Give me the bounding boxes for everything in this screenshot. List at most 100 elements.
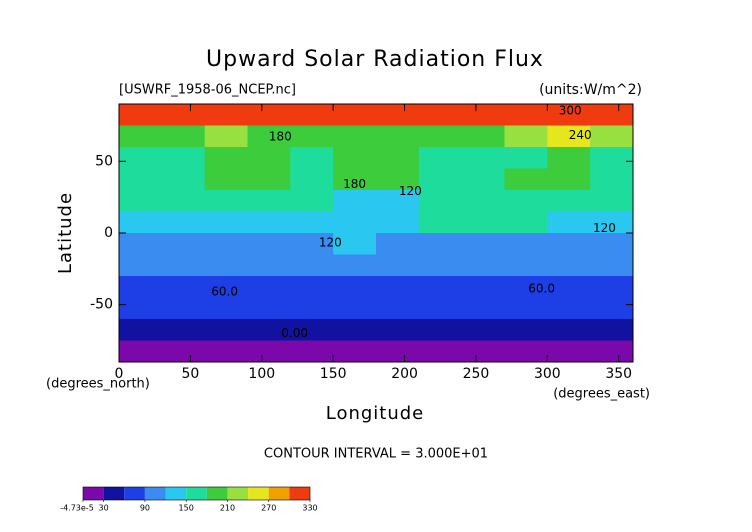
- contour-label: 180: [343, 177, 366, 191]
- y-tick-label: 0: [104, 225, 113, 241]
- field-cell: [376, 340, 420, 363]
- field-cell: [590, 147, 634, 169]
- field-cell: [590, 254, 634, 277]
- field-cell: [376, 125, 420, 148]
- colorbar-segment: [206, 487, 228, 500]
- field-cell: [461, 254, 505, 277]
- field-cell: [161, 168, 206, 191]
- field-cell: [161, 319, 206, 341]
- field-cell: [247, 104, 291, 126]
- field-cell: [376, 211, 420, 234]
- field-cell: [461, 233, 505, 255]
- field-cell: [161, 104, 206, 126]
- contour-label: 0.00: [281, 326, 308, 340]
- field-cell: [290, 340, 334, 363]
- colorbar-segment: [248, 487, 269, 500]
- field-cell: [119, 254, 163, 277]
- field-cell: [504, 340, 548, 363]
- field-cell: [161, 125, 206, 148]
- field-cell: [161, 233, 206, 255]
- x-unit: (degrees_east): [553, 387, 650, 402]
- field-cell: [504, 319, 548, 341]
- field-cell: [204, 276, 248, 298]
- contour-label: 60.0: [528, 281, 555, 295]
- field-cell: [461, 297, 505, 320]
- field-cell: [247, 276, 291, 298]
- field-cell: [119, 168, 163, 191]
- field-cell: [504, 233, 548, 255]
- field-cell: [161, 340, 206, 363]
- field-cell: [290, 125, 334, 148]
- field-cell: [119, 276, 163, 298]
- field-cell: [204, 104, 248, 126]
- field-cell: [247, 233, 291, 255]
- colorbar-segment: [227, 487, 249, 500]
- x-tick-label: 250: [463, 366, 490, 382]
- colorbar-frame: [82, 486, 311, 501]
- field-cell: [333, 340, 377, 363]
- field-cell: [418, 190, 463, 212]
- x-tick-label: 0: [115, 366, 124, 382]
- field-cell: [547, 276, 591, 298]
- x-axis-title: Longitude: [326, 403, 425, 424]
- field-cell: [247, 190, 291, 212]
- field-cell: [247, 319, 291, 341]
- field-cell: [547, 254, 591, 277]
- colorbar-segment: [268, 487, 290, 500]
- contour-label: 300: [559, 104, 582, 118]
- x-tick-label: 150: [320, 366, 347, 382]
- y-unit: (degrees_north): [46, 377, 150, 392]
- colorbar-segment: [83, 487, 104, 500]
- field-cell: [376, 319, 420, 341]
- field-cell: [590, 104, 634, 126]
- field: [119, 104, 634, 363]
- field-cell: [418, 319, 463, 341]
- field-cell: [161, 211, 206, 234]
- contour-label: 60.0: [211, 284, 238, 298]
- colorbar-label: 270: [261, 504, 276, 513]
- field-cell: [204, 233, 248, 255]
- field-cell: [461, 147, 505, 169]
- field-cell: [461, 104, 505, 126]
- field-cell: [119, 190, 163, 212]
- x-tick-label: 200: [391, 366, 418, 382]
- file-label: [USWRF_1958-06_NCEP.nc]: [119, 83, 296, 98]
- field-cell: [333, 125, 377, 148]
- field-cell: [247, 125, 291, 148]
- contour-label: 180: [269, 129, 292, 143]
- field-cell: [161, 147, 206, 169]
- field-cell: [504, 254, 548, 277]
- colorbar-label: -4.73e-5: [60, 504, 94, 513]
- field-cell: [119, 297, 163, 320]
- field-cell: [290, 211, 334, 234]
- field-cell: [547, 319, 591, 341]
- field-cell: [333, 319, 377, 341]
- field-cell: [161, 254, 206, 277]
- field-cell: [119, 233, 163, 255]
- field-cell: [547, 147, 591, 169]
- field-cell: [333, 211, 377, 234]
- field-cell: [333, 104, 377, 126]
- field-cell: [547, 190, 591, 212]
- contour-label: 120: [593, 221, 616, 235]
- field-cell: [590, 276, 634, 298]
- colorbar-segment: [124, 487, 145, 500]
- field-cell: [547, 104, 591, 126]
- field-cell: [504, 297, 548, 320]
- colorbar-label: 330: [302, 504, 317, 513]
- field-cell: [290, 276, 334, 298]
- field-cell: [204, 297, 248, 320]
- colorbar-segment: [165, 487, 187, 500]
- field-cell: [418, 340, 463, 363]
- x-tick-label: 350: [605, 366, 632, 382]
- field-cell: [290, 297, 334, 320]
- field-cell: [333, 147, 377, 169]
- colorbar-segment: [289, 487, 310, 500]
- field-cell: [418, 233, 463, 255]
- field-cell: [376, 147, 420, 169]
- field-cell: [504, 168, 548, 191]
- contour-interval: CONTOUR INTERVAL = 3.000E+01: [264, 447, 488, 462]
- field-cell: [504, 147, 548, 169]
- field-cell: [376, 276, 420, 298]
- field-cell: [547, 340, 591, 363]
